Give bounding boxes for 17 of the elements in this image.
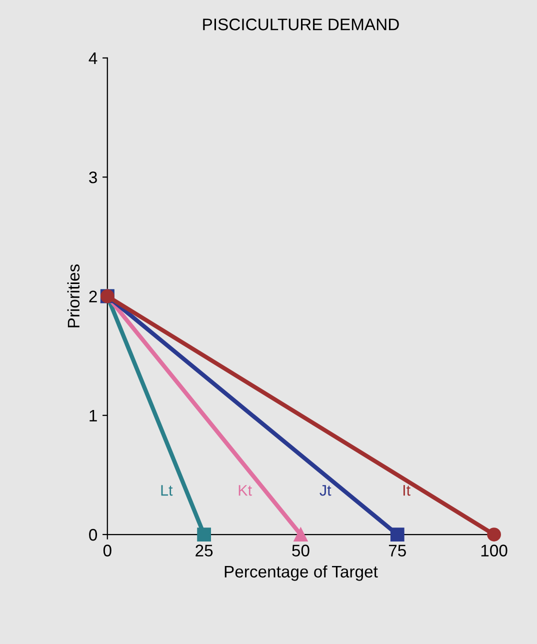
- x-tick-label: 75: [388, 544, 406, 556]
- x-tick-label: 100: [481, 544, 508, 556]
- series-label: Lt: [161, 485, 173, 496]
- series-label: It: [403, 485, 410, 496]
- series-label: Jt: [320, 485, 332, 496]
- x-tick-label: 0: [103, 544, 112, 556]
- x-tick-label: 25: [196, 544, 213, 556]
- x-tick-label: 50: [292, 544, 310, 556]
- y-tick-label: 2: [89, 290, 97, 302]
- y-axis-title: Priorities: [67, 264, 80, 328]
- y-tick-label: 3: [89, 172, 97, 184]
- y-tick-label: 0: [89, 528, 98, 541]
- chart-title: PISCICULTURE DEMAND: [203, 18, 399, 30]
- y-tick-label: 1: [90, 410, 97, 422]
- series-label: Kt: [238, 485, 252, 496]
- y-tick-label: 4: [88, 52, 98, 64]
- x-axis-title: Percentage of Target: [224, 565, 378, 581]
